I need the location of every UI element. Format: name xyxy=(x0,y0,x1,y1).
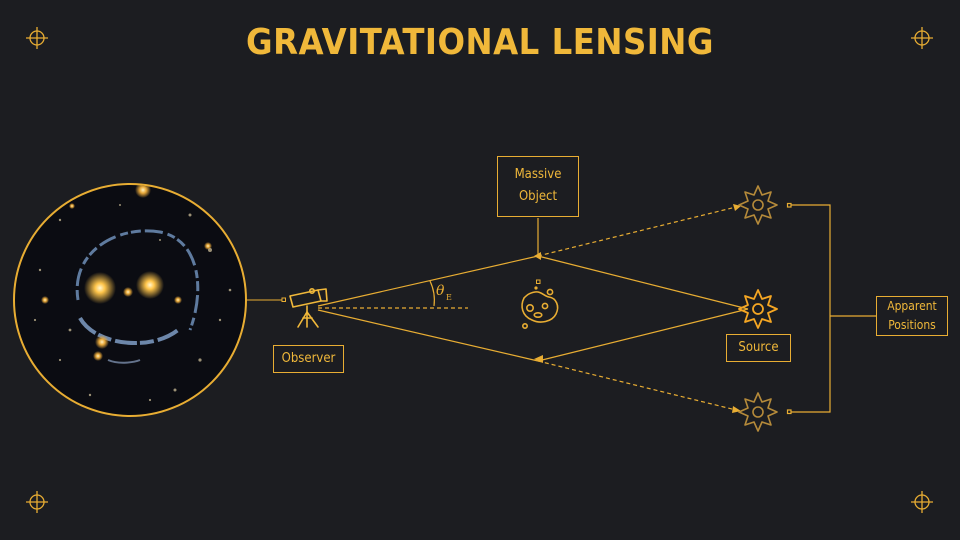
star-icon-source xyxy=(738,289,778,329)
einstein-angle-subscript: E xyxy=(446,293,452,302)
star-icon-bottom xyxy=(738,392,778,432)
telescope-icon xyxy=(289,287,328,328)
observer-label: Observer xyxy=(273,345,344,373)
page-title: GRAVITATIONAL LENSING xyxy=(246,22,714,63)
crosshair-icon-bottom-left xyxy=(26,491,48,513)
star-icon-top xyxy=(738,185,778,225)
einstein-angle-symbol: θ xyxy=(436,283,445,299)
crosshair-icon-top-right xyxy=(911,27,933,49)
source-label: Source xyxy=(726,334,791,362)
massive-object-label: Massive Object xyxy=(497,156,579,217)
galaxy-photo xyxy=(13,183,247,417)
apparent-positions-label: Apparent Positions xyxy=(876,296,948,336)
crosshair-icon-bottom-right xyxy=(911,491,933,513)
asteroid-icon xyxy=(521,286,559,329)
crosshair-icon-top-left xyxy=(26,27,48,49)
